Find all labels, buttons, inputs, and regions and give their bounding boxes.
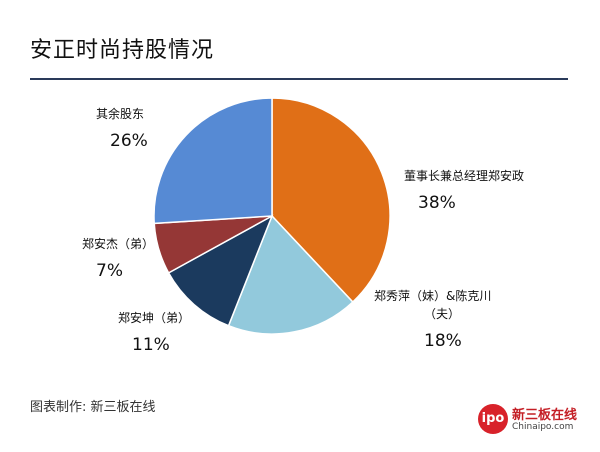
slice-label-0: 董事长兼总经理郑安政 bbox=[404, 168, 524, 183]
page-title: 安正时尚持股情况 bbox=[30, 38, 215, 63]
logo-name: 新三板在线 bbox=[512, 408, 578, 423]
slice-label-2: 郑安坤（弟） bbox=[118, 310, 190, 325]
slice-label-1-line-1: （夫） bbox=[424, 307, 460, 321]
logo-site: Chinaipo.com bbox=[512, 422, 574, 432]
pie-slice-1 bbox=[227, 214, 354, 335]
logo-badge: ipo bbox=[478, 404, 508, 434]
slice-value-4: 26% bbox=[110, 131, 148, 151]
brand-logo: ipo 新三板在线 Chinaipo.com bbox=[478, 402, 588, 442]
slice-label-4: 其余股东 bbox=[96, 106, 144, 121]
pie-slice-0 bbox=[271, 97, 391, 304]
slice-label-1-line-0: 郑秀萍（妹）&陈克川 bbox=[374, 288, 491, 303]
slice-value-2: 11% bbox=[132, 335, 170, 355]
pie-slice-2 bbox=[167, 214, 274, 327]
slice-value-1: 18% bbox=[424, 331, 462, 351]
pie-slice-4 bbox=[153, 97, 273, 225]
chart-source: 图表制作: 新三板在线 bbox=[30, 400, 156, 415]
title-divider bbox=[30, 78, 568, 80]
slice-value-3: 7% bbox=[96, 261, 123, 281]
slice-label-3: 郑安杰（弟） bbox=[82, 236, 154, 251]
slice-value-0: 38% bbox=[418, 193, 456, 213]
